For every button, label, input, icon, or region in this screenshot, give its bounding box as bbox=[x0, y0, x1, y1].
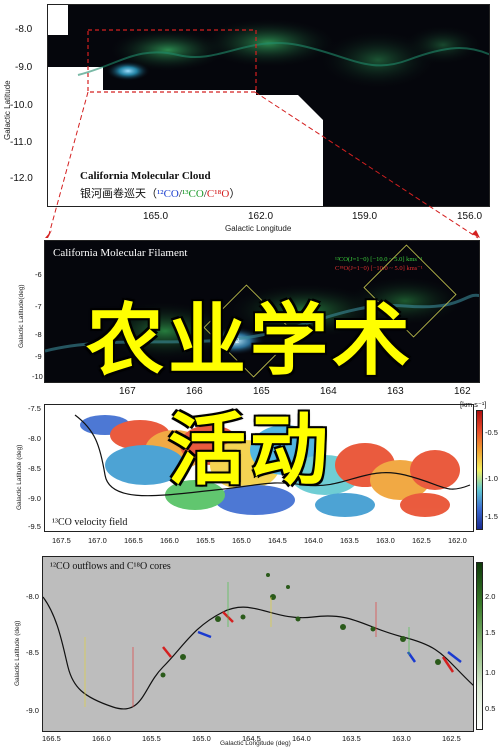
p1-iso-c18o: C¹⁸O bbox=[206, 188, 230, 200]
overlay-headline-line1: 农业学术 bbox=[85, 296, 414, 386]
zoom-connectors bbox=[45, 91, 480, 239]
filament-map-image bbox=[45, 244, 479, 378]
p4-xtick: 162.5 bbox=[442, 734, 461, 743]
p4-cbar-tick: 2.0 bbox=[485, 592, 496, 601]
p1-ytick: -12.0 bbox=[10, 173, 33, 184]
p2-xtick: 162 bbox=[454, 386, 471, 397]
p3-xtick: 163.0 bbox=[376, 536, 395, 545]
p2-xtick: 166 bbox=[186, 386, 203, 397]
p1-iso-13co: ¹³CO bbox=[181, 188, 204, 200]
p2-xtick: 167 bbox=[119, 386, 136, 397]
p4-xlabel: Galactic Longitude (deg) bbox=[220, 740, 291, 747]
p3-xtick: 167.5 bbox=[52, 536, 71, 545]
p4-cbar-tick: 0.5 bbox=[485, 704, 496, 713]
cloud-overview-map bbox=[47, 4, 490, 207]
p4-xtick: 163.5 bbox=[342, 734, 361, 743]
p3-xtick: 162.0 bbox=[448, 536, 467, 545]
p3-cbar-tick: -0.5 bbox=[485, 428, 498, 437]
p3-xtick: 166.0 bbox=[160, 536, 179, 545]
p1-xlabel: Galactic Longitude bbox=[225, 224, 292, 233]
p3-xtick: 167.0 bbox=[88, 536, 107, 545]
p2-xtick: 163 bbox=[387, 386, 404, 397]
p3-cbar-tick: -1.5 bbox=[485, 512, 498, 521]
p1-xtick: 159.0 bbox=[352, 211, 378, 222]
p3-ytick: -7.5 bbox=[28, 404, 41, 413]
p3-xtick: 162.5 bbox=[412, 536, 431, 545]
p1-ytick: -9.0 bbox=[15, 62, 33, 73]
p4-cbar-tick: 1.0 bbox=[485, 668, 496, 677]
p4-xtick: 164.5 bbox=[242, 734, 261, 743]
p3-xtick: 166.5 bbox=[124, 536, 143, 545]
filament-panel: California Molecular Filament ¹²CO(J=1−0… bbox=[0, 240, 500, 400]
p1-ytick: -8.0 bbox=[15, 24, 33, 35]
p1-iso-12co: ¹²CO bbox=[157, 188, 179, 200]
p4-cbar-tick: 1.5 bbox=[485, 628, 496, 637]
p3-ytick: -8.5 bbox=[28, 464, 41, 473]
p4-xtick: 164.0 bbox=[292, 734, 311, 743]
p3-ytick: -9.5 bbox=[28, 522, 41, 531]
p2-title: California Molecular Filament bbox=[53, 247, 188, 259]
p2-ytick: -10 bbox=[32, 372, 43, 381]
p3-xtick: 165.0 bbox=[232, 536, 251, 545]
p2-ytick: -8 bbox=[35, 330, 42, 339]
p4-ytick: -8.5 bbox=[26, 648, 39, 657]
p1-xtick: 156.0 bbox=[457, 211, 483, 222]
p3-ytick: -9.0 bbox=[28, 494, 41, 503]
p3-xtick: 163.5 bbox=[340, 536, 359, 545]
p1-subtitle: 银河画卷巡天（¹²CO/¹³CO/C¹⁸O） bbox=[80, 188, 241, 200]
p3-xtick: 164.5 bbox=[268, 536, 287, 545]
outflows-panel: ¹²CO outflows and C¹⁸O cores 2.0 1.5 1.0… bbox=[0, 556, 500, 747]
p4-xtick: 166.5 bbox=[42, 734, 61, 743]
p1-xtick: 162.0 bbox=[248, 211, 274, 222]
outflows-map-image bbox=[43, 573, 473, 710]
p2-region-label: L02 bbox=[228, 337, 240, 345]
p1-ytick: -10.0 bbox=[10, 100, 33, 111]
cloud-map-image bbox=[48, 5, 489, 206]
p1-subtitle-cn: 银河画卷巡天（ bbox=[80, 188, 157, 200]
p4-xtick: 165.0 bbox=[192, 734, 211, 743]
p2-ytick: -9 bbox=[35, 352, 42, 361]
p3-cbar-title: [km s⁻¹] bbox=[460, 400, 487, 409]
p1-xtick: 165.0 bbox=[143, 211, 169, 222]
p3-xtick: 164.0 bbox=[304, 536, 323, 545]
p4-ytick: -9.0 bbox=[26, 706, 39, 715]
p4-xtick: 165.5 bbox=[142, 734, 161, 743]
p2-xtick: 165 bbox=[253, 386, 270, 397]
p4-ytick: -8.0 bbox=[26, 592, 39, 601]
p4-label: ¹²CO outflows and C¹⁸O cores bbox=[50, 561, 171, 572]
p4-xtick: 166.0 bbox=[92, 734, 111, 743]
filament-map bbox=[44, 240, 480, 383]
p4-ylabel: Galactic Latitude (deg) bbox=[14, 620, 21, 686]
p3-xtick: 165.5 bbox=[196, 536, 215, 545]
p2-xtick: 164 bbox=[320, 386, 337, 397]
p1-ytick: -11.0 bbox=[10, 137, 33, 148]
p1-title: California Molecular Cloud bbox=[80, 170, 211, 182]
p3-cbar-tick: -1.0 bbox=[485, 474, 498, 483]
cloud-overview-panel: -8.0 -9.0 -10.0 -11.0 -12.0 Galactic Lat… bbox=[0, 0, 500, 240]
p3-label: ¹³CO velocity field bbox=[52, 517, 128, 528]
p4-colorbar bbox=[476, 562, 483, 730]
p2-ytick: -6 bbox=[35, 270, 42, 279]
p2-legend-12co: ¹²CO(J=1−0) [−10.0 ~ 5.0] kms⁻¹ bbox=[335, 256, 423, 263]
overlay-headline-line2: 活动 bbox=[167, 406, 332, 496]
p4-xtick: 163.0 bbox=[392, 734, 411, 743]
outflows-map bbox=[42, 556, 474, 732]
velocity-panel: ¹³CO velocity field [km s⁻¹] -0.5 -1.0 -… bbox=[0, 400, 500, 550]
p2-legend-c18o: C¹⁸O(J=1−0) [−10.0 ~ 5.0] kms⁻¹ bbox=[335, 265, 423, 272]
p3-ytick: -8.0 bbox=[28, 434, 41, 443]
p1-subtitle-end: ） bbox=[229, 188, 241, 200]
velocity-map bbox=[44, 404, 474, 532]
velocity-map-image bbox=[74, 414, 471, 517]
p2-ytick: -7 bbox=[35, 302, 42, 311]
p3-colorbar bbox=[476, 410, 483, 530]
